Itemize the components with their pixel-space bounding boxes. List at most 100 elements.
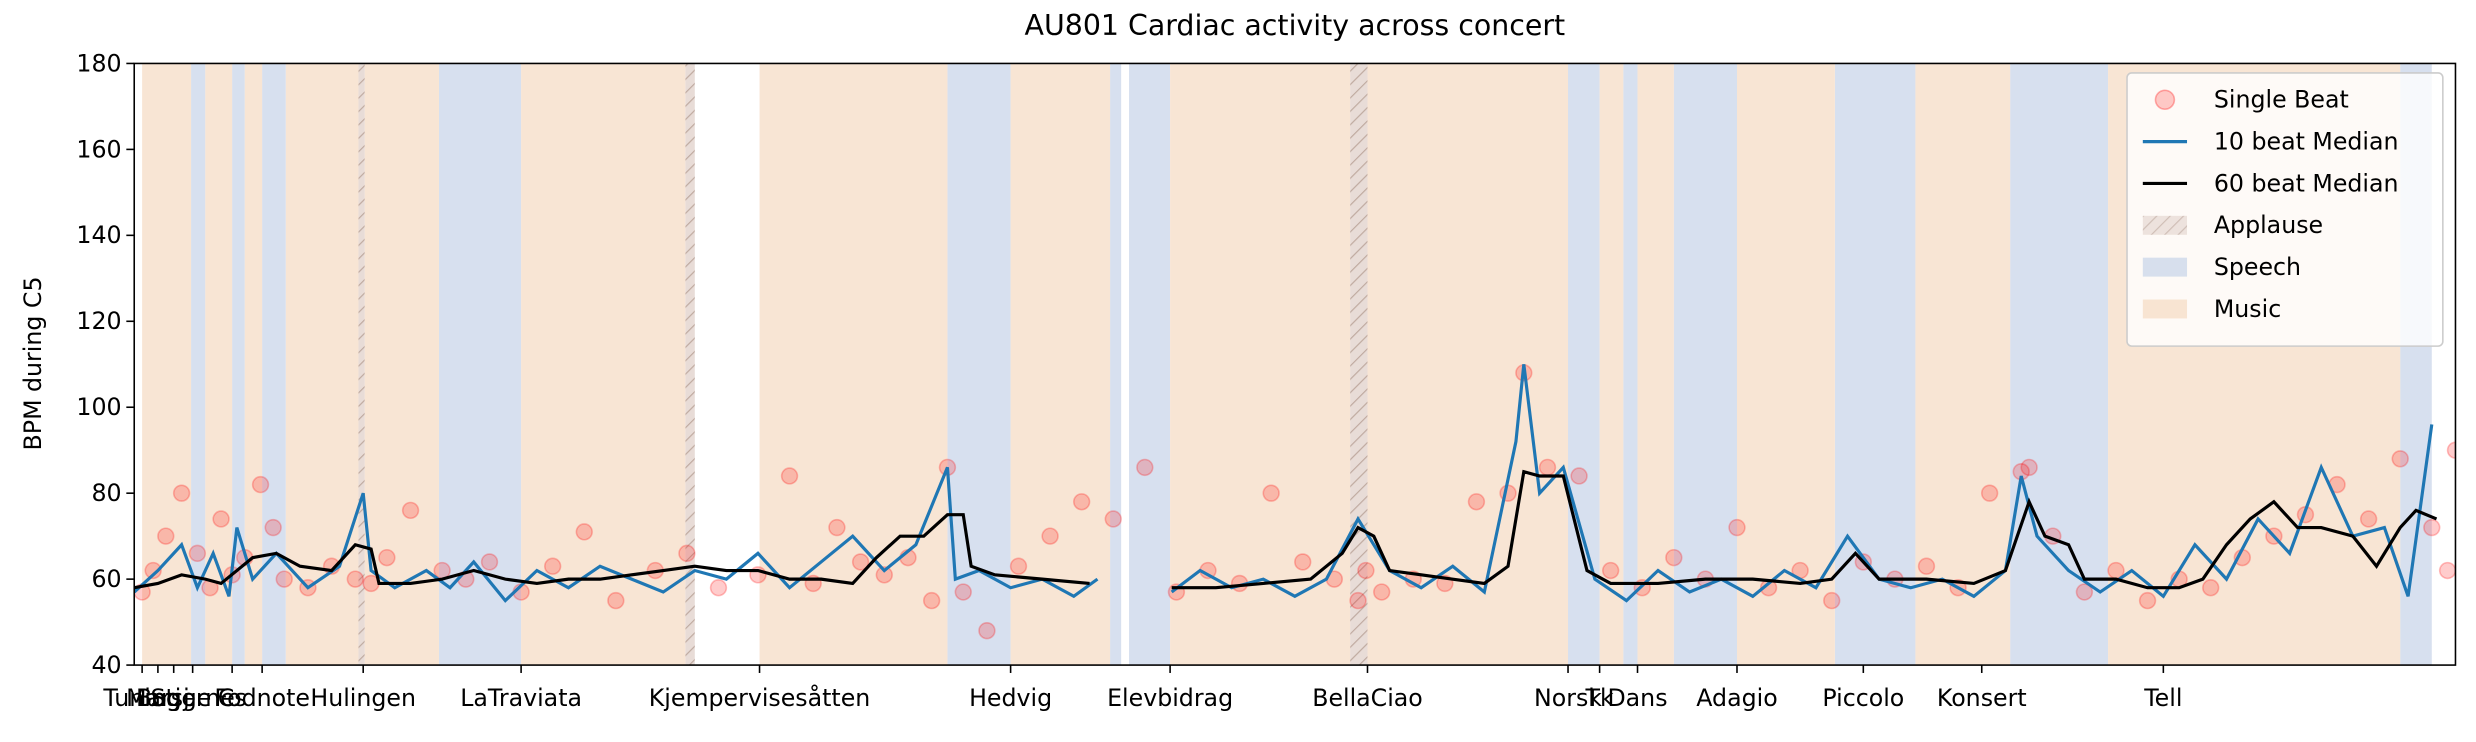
beat-point [1538,458,1557,477]
median-line [134,513,1090,590]
beat-point [978,622,996,640]
beat-point [1357,561,1375,580]
median-line [134,466,1099,603]
beat-point [875,566,893,584]
region-2 [1637,63,1674,666]
y-tick-label: 100 [76,393,121,421]
marks [134,364,2456,640]
region-1 [1673,63,1737,666]
beat-point [1373,583,1391,601]
beat-point [2438,561,2456,580]
legend-key [2142,299,2188,319]
beat-point [575,523,593,541]
region-2 [1599,63,1624,666]
x-tick-label: Hulingen [310,684,416,712]
beat-point [954,583,972,601]
beat-point [1041,527,1059,545]
beat-point [2359,510,2378,528]
region-2 [1367,63,1569,666]
region-2 [364,63,439,666]
beat-point [1104,510,1122,528]
beat-point [188,544,207,563]
region-0 [358,63,365,666]
x-tick-label: Piccolo [1822,684,1904,712]
beat-point [1601,561,1620,580]
axes: 40 60 80 100 120 140 160 180 TuningMarsjBoggeStj… [76,49,2182,712]
beat-point [922,591,941,610]
beat-point [172,484,191,502]
legend-key [2142,257,2188,277]
x-tick-label: Norsk [1534,684,1602,712]
beat-point [1917,557,1936,575]
region-2 [1010,63,1111,666]
x-tick-label: Marsj [126,684,190,712]
x-tick-label: Cs [218,684,247,712]
beat-point [2446,441,2456,459]
x-tick-label: Hedvig [969,684,1052,712]
legend-key [2142,215,2188,235]
region-2 [244,63,263,666]
x-tick-label: LaTraviata [460,684,582,712]
x-tick-label: Tell [2143,684,2182,712]
x-tick-label: Kjempervisesåtten [649,684,871,712]
region-1 [191,63,206,666]
beat-point [1009,557,1028,575]
region-1 [232,63,245,666]
region-2 [759,63,948,666]
beat-point [2423,518,2441,537]
beat-point [2202,579,2220,597]
legend: Single Beat 10 beat Median 60 beat Median A… [2126,72,2444,347]
legend-label: 60 beat Median [2214,169,2399,197]
beat-point [264,518,282,537]
beat-point [1823,591,1841,610]
chart-title: AU801 Cardiac activity across concert [1025,9,1566,42]
beat-point [1072,493,1091,511]
plot-frame [133,62,2457,666]
beat-point [401,501,420,520]
y-tick-label: 120 [76,307,121,335]
y-tick-label: 80 [91,479,121,507]
region-1 [2010,63,2109,666]
x-tick-label: Elevbidrag [1107,684,1233,712]
beat-point [212,510,230,528]
beat-point [157,527,175,545]
region-1 [1568,63,1600,666]
region-1 [1110,63,1122,666]
beat-point [1294,553,1312,571]
beat-point [678,544,696,563]
beat-point [1728,518,1746,537]
x-tick-label: Stjerne [150,684,234,712]
region-1 [262,63,286,666]
beat-point [2138,591,2157,610]
beat-point [1262,484,1280,502]
beat-point [1467,493,1486,511]
legend-label: Music [2214,295,2281,323]
region-0 [685,63,695,666]
region-2 [1736,63,1835,666]
region-2 [521,63,686,666]
legend-label: Speech [2214,253,2301,281]
beat-point [480,553,499,571]
region-2 [142,63,192,666]
region-2 [1170,63,1351,666]
x-tick-label: Adagio [1696,684,1777,712]
beat-point [543,557,562,575]
beat-point [1349,591,1367,610]
beat-point [1136,458,1154,477]
x-tick-label: Tk [1585,684,1614,712]
beat-point [346,570,364,588]
median-line [1170,364,2434,603]
x-tick-label: Bogge [136,684,211,712]
region-2 [1915,63,2011,666]
region-1 [1623,63,1638,666]
x-tick-label: Dans [1607,684,1667,712]
legend-key [2154,89,2176,111]
beat-point [607,591,625,610]
x-tick-label: Tuning [102,684,180,712]
y-tick-label: 160 [76,135,121,163]
x-tick-label: Konsert [1937,684,2027,712]
beat-point [828,518,846,537]
beat-point [2020,458,2038,477]
